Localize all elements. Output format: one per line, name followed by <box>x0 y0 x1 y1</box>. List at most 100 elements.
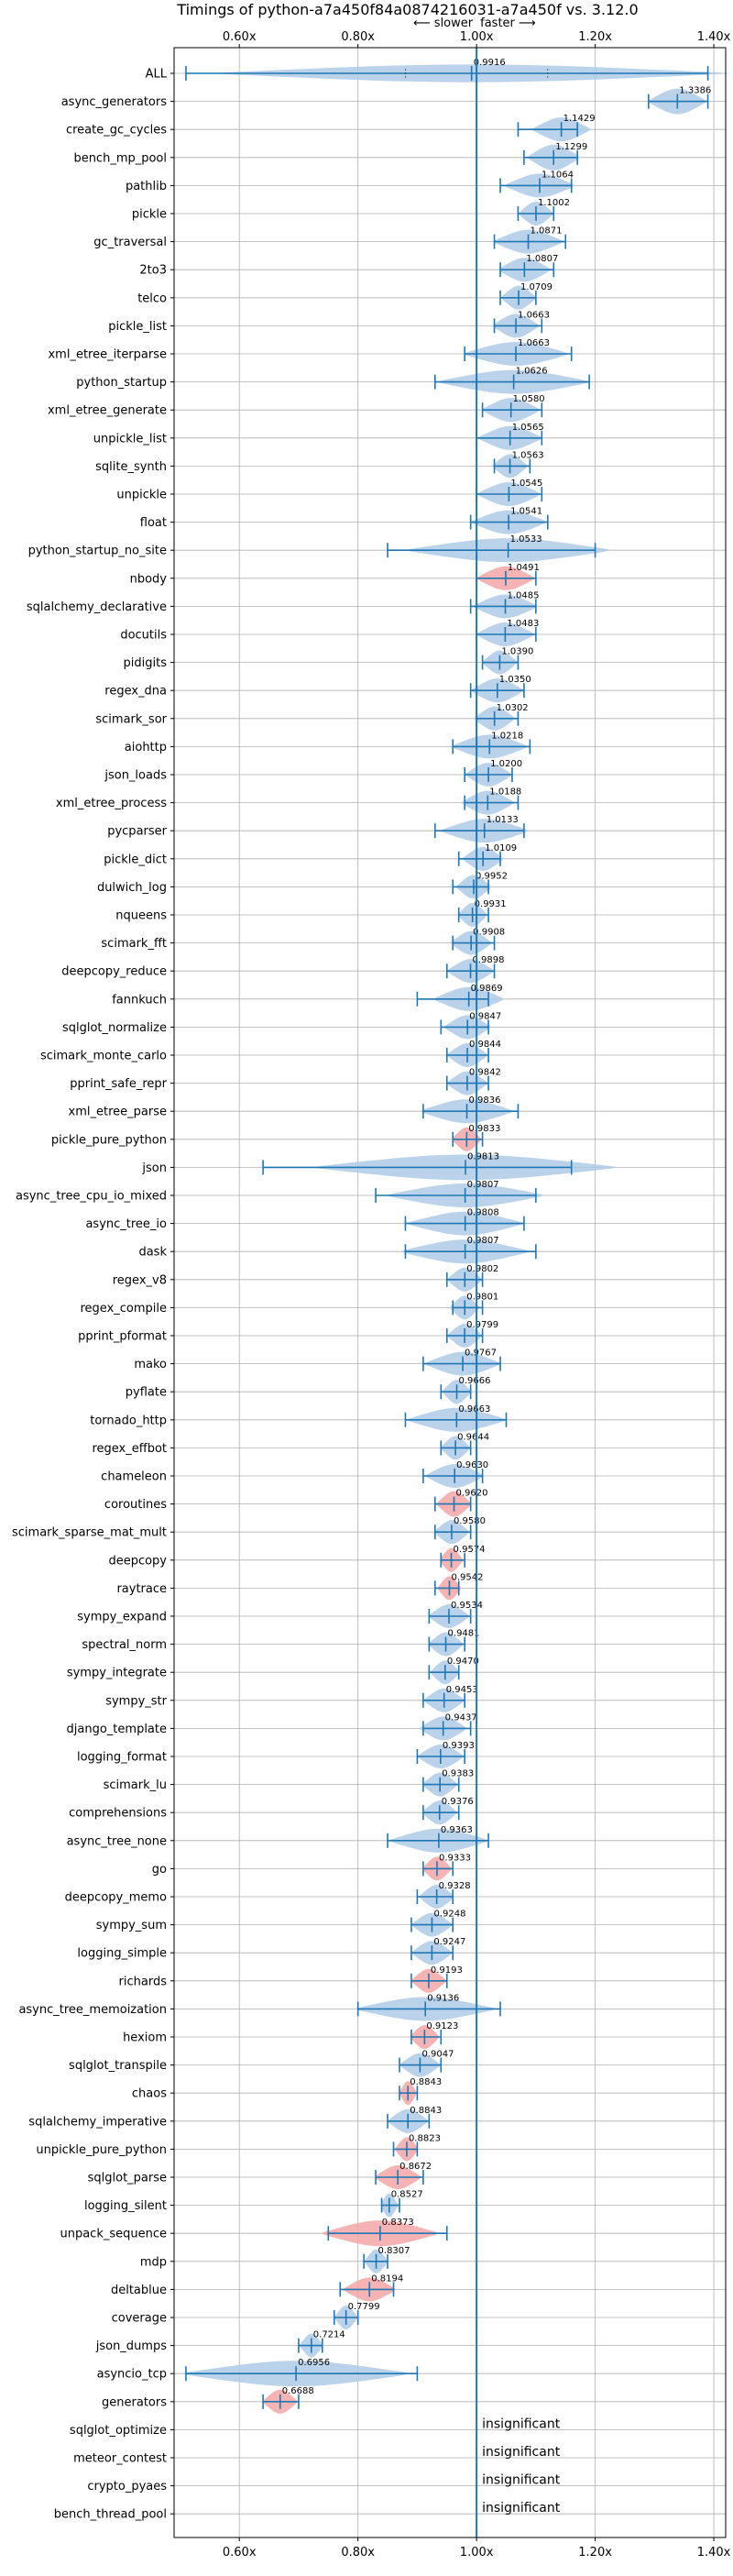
benchmark-label: unpickle_list <box>93 432 167 446</box>
benchmark-label: fannkuch <box>112 993 167 1007</box>
benchmark-label: json_dumps <box>95 2339 167 2353</box>
value-label: 1.1002 <box>538 198 570 208</box>
benchmark-label: sqlalchemy_imperative <box>28 2115 167 2129</box>
value-label: 0.9376 <box>442 1797 474 1807</box>
value-label: 0.9393 <box>443 1741 475 1751</box>
benchmark-label: sympy_integrate <box>67 1667 167 1680</box>
benchmark-label: mdp <box>140 2255 167 2269</box>
grid-layer <box>174 48 726 2537</box>
value-label: 0.9193 <box>431 1965 463 1976</box>
value-label: 0.8194 <box>371 2273 403 2284</box>
benchmark-label: aiohttp <box>125 741 167 754</box>
axis-layer: 0.60x 0.60x 0.80x 0.80x 1.00x 1.00x 1.20x 1.20x… <box>12 17 731 2559</box>
value-label: 0.9836 <box>469 1095 501 1106</box>
value-label: 0.9813 <box>467 1151 499 1161</box>
value-label: 0.9833 <box>468 1124 500 1134</box>
value-label: 0.9453 <box>446 1685 478 1695</box>
benchmark-label: generators <box>102 2395 167 2409</box>
benchmark-label: deepcopy <box>108 1554 167 1568</box>
benchmark-label: regex_v8 <box>113 1273 167 1287</box>
value-label: 1.0350 <box>499 675 531 685</box>
benchmark-label: async_tree_cpu_io_mixed <box>16 1190 167 1204</box>
x-tick-label-bottom: 1.20x <box>578 2546 612 2559</box>
value-label: 0.7799 <box>348 2302 380 2312</box>
value-label: 0.9807 <box>467 1236 499 1246</box>
value-label: 1.0390 <box>501 647 533 657</box>
benchmark-label: xml_etree_iterparse <box>48 348 167 362</box>
marks-layer: 0.9916 1.3386 1.1429 1.1299 1.1064 1.1002 1.08… <box>180 48 733 2537</box>
value-label: 0.9136 <box>427 1993 459 2003</box>
benchmark-label: logging_format <box>77 1751 167 1765</box>
benchmark-label: scimark_monte_carlo <box>40 1050 167 1063</box>
benchmark-label: nbody <box>130 572 168 586</box>
value-label: 1.1429 <box>563 114 596 124</box>
value-label: 1.0807 <box>526 254 558 264</box>
benchmark-label: scimark_lu <box>104 1778 167 1792</box>
value-label: 1.1064 <box>542 170 574 180</box>
value-label: 0.9807 <box>467 1180 499 1190</box>
x-tick-label-top: 1.20x <box>578 30 612 44</box>
value-label: 1.0533 <box>510 534 542 545</box>
x-tick-label-bottom: 1.40x <box>697 2546 731 2559</box>
faster-label: faster ⟶ <box>480 17 536 30</box>
benchmark-label: create_gc_cycles <box>66 124 167 138</box>
value-label: 1.3386 <box>679 86 711 96</box>
benchmark-label: bench_mp_pool <box>73 151 167 165</box>
benchmark-label: gc_traversal <box>93 236 167 249</box>
value-label: 0.7214 <box>313 2330 345 2340</box>
benchmark-label: json <box>141 1161 167 1175</box>
value-label: 0.9247 <box>433 1937 465 1947</box>
value-label: 1.0565 <box>512 423 544 433</box>
benchmark-label: async_tree_none <box>67 1834 167 1848</box>
benchmark-label: pickle_dict <box>104 853 167 866</box>
benchmark-label: pprint_safe_repr <box>70 1077 167 1091</box>
benchmark-label: go <box>152 1863 167 1877</box>
value-label: 0.9847 <box>469 1011 501 1021</box>
benchmark-label: raytrace <box>116 1582 167 1596</box>
benchmark-label: sympy_expand <box>77 1611 167 1624</box>
value-label: 0.9333 <box>439 1853 471 1863</box>
benchmark-label: pidigits <box>124 656 168 670</box>
value-label: 1.0580 <box>513 394 545 404</box>
x-tick-label-bottom: 0.60x <box>223 2546 257 2559</box>
benchmark-label: async_tree_memoization <box>18 2003 167 2017</box>
benchmark-label: comprehensions <box>69 1807 167 1821</box>
value-label: 0.8527 <box>391 2190 423 2200</box>
value-label: 0.9801 <box>466 1292 498 1302</box>
benchmark-label: pickle_list <box>108 320 167 334</box>
benchmark-label: sqlglot_transpile <box>69 2059 167 2073</box>
benchmark-label: chaos <box>132 2087 167 2101</box>
benchmark-label: deepcopy_reduce <box>61 965 167 979</box>
benchmark-label: logging_simple <box>77 1947 167 1961</box>
x-tick-label-bottom: 1.00x <box>460 2546 494 2559</box>
benchmark-label: sympy_str <box>105 1694 167 1708</box>
value-label: 0.9799 <box>466 1320 498 1330</box>
benchmark-label: nqueens <box>115 909 167 923</box>
benchmark-label: python_startup <box>76 376 167 390</box>
value-label: 0.6956 <box>298 2358 330 2368</box>
value-label: 1.0663 <box>518 338 550 348</box>
value-label: 0.9383 <box>442 1769 474 1779</box>
benchmark-label: regex_dna <box>104 685 167 699</box>
x-tick-label-top: 0.80x <box>341 30 375 44</box>
chart-title: Timings of python-a7a450f84a0874216031-a… <box>176 1 638 18</box>
x-tick-label-top: 0.60x <box>223 30 257 44</box>
value-label: 0.8307 <box>378 2246 410 2256</box>
benchmark-label: hexiom <box>123 2031 167 2045</box>
benchmark-label: sqlglot_parse <box>88 2172 167 2185</box>
value-label: 1.0491 <box>508 563 540 573</box>
value-label: 0.9470 <box>447 1657 479 1667</box>
benchmark-label: unpack_sequence <box>60 2228 167 2241</box>
benchmark-label: docutils <box>120 629 167 643</box>
x-tick-label-bottom: 0.80x <box>341 2546 375 2559</box>
benchmark-label: richards <box>119 1975 168 1988</box>
value-label: 1.0563 <box>512 450 544 460</box>
benchmark-label: unpickle <box>116 489 167 502</box>
value-label: 0.9630 <box>456 1460 488 1470</box>
value-label: 0.9931 <box>475 899 507 909</box>
value-label: 0.9844 <box>469 1040 501 1050</box>
value-label: 1.0483 <box>507 619 539 629</box>
insignificant-label: insignificant <box>482 2501 561 2515</box>
value-label: 0.9808 <box>467 1208 499 1218</box>
benchmark-label: pickle <box>132 208 167 222</box>
